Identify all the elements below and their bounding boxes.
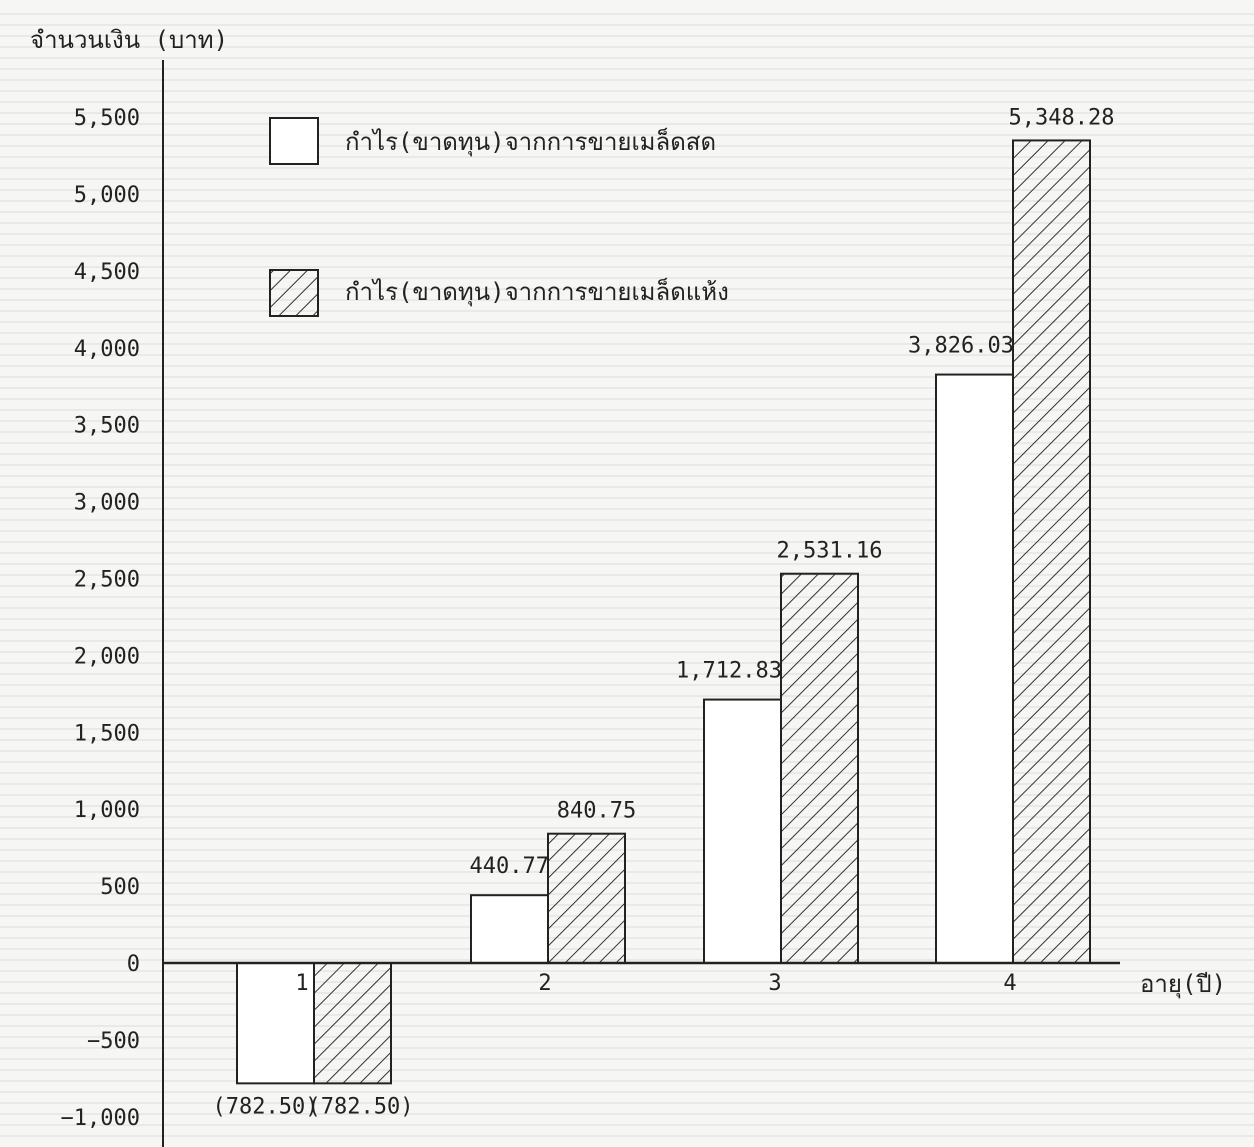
legend-swatch-dried xyxy=(269,269,319,317)
y-tick-label: 3,000 xyxy=(74,491,140,516)
legend: กำไร(ขาดทุน)จากการขายเมล็ดสด กำไร(ขาดทุน… xyxy=(269,117,729,317)
y-tick-label: 5,000 xyxy=(74,183,140,208)
x-tick-label: 4 xyxy=(1003,971,1016,996)
data-label-dried: 5,348.28 xyxy=(1009,105,1115,130)
axes-group: −1,000 −500 0 500 1,000 1,500 2,000 2,500 3,000 3… xyxy=(61,60,1120,1147)
y-axis-title: จำนวนเงิน (บาท) xyxy=(30,26,228,54)
y-tick-label: 2,000 xyxy=(74,644,140,669)
data-label-fresh: 1,712.83 xyxy=(676,659,782,684)
bar-fresh xyxy=(703,698,782,965)
bar-dried xyxy=(547,832,626,964)
legend-label-fresh: กำไร(ขาดทุน)จากการขายเมล็ดสด xyxy=(345,127,716,157)
bar-dried xyxy=(1012,139,1091,965)
bar-dried xyxy=(313,962,392,1085)
bar-fresh xyxy=(236,962,315,1085)
x-tick-label: 2 xyxy=(538,971,551,996)
y-tick-label: −1,000 xyxy=(61,1106,140,1131)
y-tick-label: 0 xyxy=(127,952,140,977)
data-label-dried: 2,531.16 xyxy=(777,539,883,564)
y-tick-label: −500 xyxy=(87,1029,140,1054)
y-tick-label: 2,500 xyxy=(74,568,140,593)
x-axis-title: อายุ(ปี) xyxy=(1140,970,1226,999)
x-tick-label: 3 xyxy=(768,971,781,996)
legend-swatch-fresh xyxy=(269,117,319,165)
y-tick-label: 4,000 xyxy=(74,337,140,362)
bar-fresh xyxy=(470,894,549,965)
data-label-fresh: 3,826.03 xyxy=(908,334,1014,359)
bars-group xyxy=(236,139,1091,1085)
data-label-dried: (782.50) xyxy=(308,1094,414,1119)
y-tick-label: 1,500 xyxy=(74,721,140,746)
bar-dried xyxy=(780,572,859,964)
data-label-fresh: 440.77 xyxy=(470,854,549,879)
data-labels-group: 1 2 3 4 (782.50) 440.77 1,712.83 3,826.03 (782.5… xyxy=(213,105,1115,1119)
y-tick-label: 500 xyxy=(100,875,140,900)
y-tick-label: 4,500 xyxy=(74,260,140,285)
y-tick-label: 3,500 xyxy=(74,414,140,439)
data-label-dried: 840.75 xyxy=(557,799,636,824)
legend-label-dried: กำไร(ขาดทุน)จากการขายเมล็ดแห้ง xyxy=(345,277,729,307)
data-label-fresh: (782.50) xyxy=(213,1094,319,1119)
y-tick-label: 5,500 xyxy=(74,106,140,131)
x-tick-label: 1 xyxy=(295,971,308,996)
y-tick-label: 1,000 xyxy=(74,798,140,823)
bar-fresh xyxy=(935,373,1014,964)
